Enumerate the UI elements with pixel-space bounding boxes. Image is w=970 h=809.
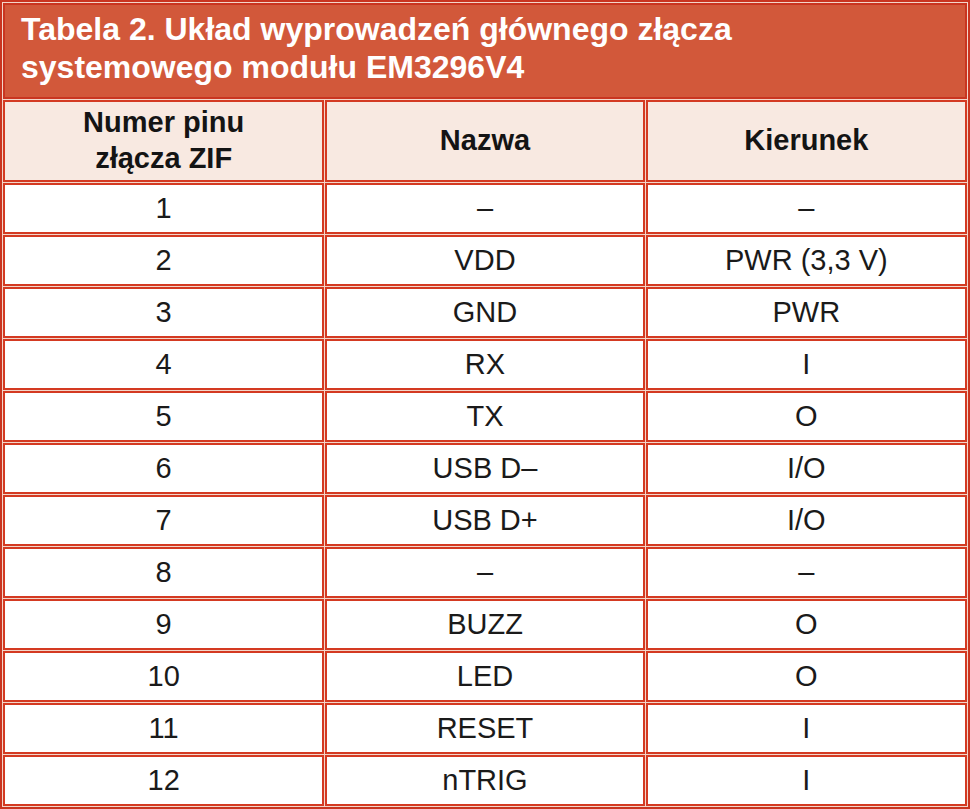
name-cell: – — [325, 547, 644, 598]
pin-number-cell: 2 — [3, 235, 324, 286]
direction-cell: I — [646, 339, 967, 390]
name-cell: USB D– — [325, 443, 644, 494]
direction-cell: I/O — [646, 443, 967, 494]
name-cell: VDD — [325, 235, 644, 286]
name-cell: USB D+ — [325, 495, 644, 546]
table-row: 8–– — [3, 547, 967, 598]
direction-cell: I — [646, 703, 967, 754]
table-row: 12nTRIGI — [3, 755, 967, 806]
table-row: 3GNDPWR — [3, 287, 967, 338]
direction-cell: – — [646, 183, 967, 234]
direction-cell: I/O — [646, 495, 967, 546]
pin-number-cell: 4 — [3, 339, 324, 390]
pin-number-cell: 6 — [3, 443, 324, 494]
pin-number-cell: 1 — [3, 183, 324, 234]
pin-number-cell: 10 — [3, 651, 324, 702]
pin-number-cell: 12 — [3, 755, 324, 806]
table-body: 1––2VDDPWR (3,3 V)3GNDPWR4RXI5TXO6USB D–… — [3, 183, 967, 807]
table-row: 7USB D+I/O — [3, 495, 967, 546]
col-header-direction: Kierunek — [646, 100, 967, 182]
pinout-table-figure: Tabela 2. Układ wyprowadzeń głównego złą… — [0, 0, 970, 809]
pin-number-cell: 9 — [3, 599, 324, 650]
name-cell: GND — [325, 287, 644, 338]
title-row: Tabela 2. Układ wyprowadzeń głównego złą… — [3, 3, 967, 99]
direction-cell: PWR (3,3 V) — [646, 235, 967, 286]
table-row: 2VDDPWR (3,3 V) — [3, 235, 967, 286]
name-cell: – — [325, 183, 644, 234]
direction-cell: I — [646, 755, 967, 806]
name-cell: LED — [325, 651, 644, 702]
name-cell: TX — [325, 391, 644, 442]
pin-number-cell: 11 — [3, 703, 324, 754]
pin-number-cell: 5 — [3, 391, 324, 442]
direction-cell: O — [646, 599, 967, 650]
pin-number-cell: 3 — [3, 287, 324, 338]
pin-number-cell: 8 — [3, 547, 324, 598]
table-row: 4RXI — [3, 339, 967, 390]
name-cell: RESET — [325, 703, 644, 754]
direction-cell: O — [646, 391, 967, 442]
pinout-table: Tabela 2. Układ wyprowadzeń głównego złą… — [0, 0, 970, 809]
table-row: 9BUZZO — [3, 599, 967, 650]
table-row: 5TXO — [3, 391, 967, 442]
name-cell: nTRIG — [325, 755, 644, 806]
table-title: Tabela 2. Układ wyprowadzeń głównego złą… — [3, 3, 967, 99]
table-row: 11RESETI — [3, 703, 967, 754]
direction-cell: – — [646, 547, 967, 598]
direction-cell: O — [646, 651, 967, 702]
col-header-name: Nazwa — [325, 100, 644, 182]
table-row: 1–– — [3, 183, 967, 234]
direction-cell: PWR — [646, 287, 967, 338]
col-header-pin-number: Numer pinu złącza ZIF — [3, 100, 324, 182]
table-row: 6USB D–I/O — [3, 443, 967, 494]
name-cell: RX — [325, 339, 644, 390]
pin-number-cell: 7 — [3, 495, 324, 546]
table-row: 10LEDO — [3, 651, 967, 702]
header-row: Numer pinu złącza ZIF Nazwa Kierunek — [3, 100, 967, 182]
name-cell: BUZZ — [325, 599, 644, 650]
